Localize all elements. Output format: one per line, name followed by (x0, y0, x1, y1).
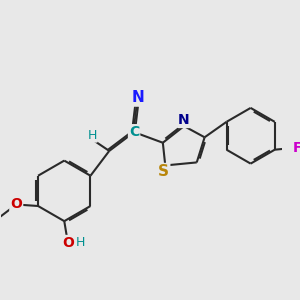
Text: N: N (178, 113, 190, 127)
Text: H: H (76, 236, 85, 249)
Text: F: F (292, 141, 300, 155)
Text: H: H (87, 129, 97, 142)
Text: N: N (132, 90, 144, 105)
Text: C: C (129, 125, 139, 139)
Text: O: O (62, 236, 74, 250)
Text: S: S (158, 164, 169, 179)
Text: O: O (10, 197, 22, 212)
